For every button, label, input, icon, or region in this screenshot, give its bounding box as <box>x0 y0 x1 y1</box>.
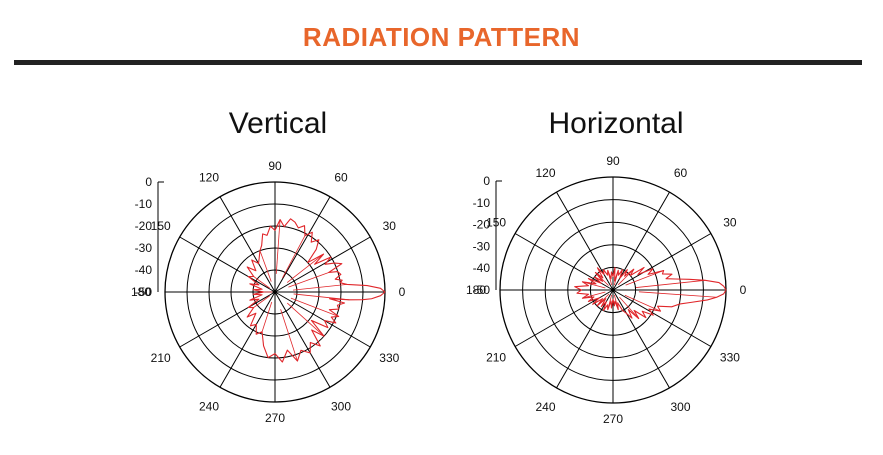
page-title: RADIATION PATTERN <box>302 22 581 52</box>
radial-tick-label: -30 <box>135 241 153 255</box>
angle-tick-label: 240 <box>199 399 219 413</box>
angle-tick-label: 270 <box>603 412 623 426</box>
radial-tick-label: -50 <box>135 285 153 299</box>
trace-spike <box>596 293 610 307</box>
radial-tick-label: -10 <box>473 196 491 210</box>
radial-tick-label: 0 <box>145 175 152 189</box>
trace-spike <box>595 272 609 286</box>
angle-tick-label: 300 <box>331 399 351 413</box>
angle-tick-label: 60 <box>674 166 688 180</box>
angle-tick-label: 300 <box>670 400 690 414</box>
grid-spoke <box>556 191 614 291</box>
trace-spike <box>280 309 298 362</box>
radial-tick-label: -40 <box>473 261 491 275</box>
radial-tick-label: -50 <box>473 283 491 297</box>
trace-spike <box>253 276 270 289</box>
angle-tick-label: 30 <box>383 219 397 233</box>
angle-tick-label: 210 <box>151 351 171 365</box>
header-divider <box>14 60 862 65</box>
trace-spike <box>619 296 640 319</box>
grid-spoke <box>274 236 371 293</box>
angle-tick-label: 210 <box>486 351 506 365</box>
grid-spoke <box>514 233 614 291</box>
grid-spoke <box>612 191 670 291</box>
angle-tick-label: 0 <box>399 285 406 299</box>
trace-spike <box>253 295 270 308</box>
grid-spoke <box>179 236 276 293</box>
trace-spike <box>635 279 706 288</box>
angle-tick-label: 150 <box>151 219 171 233</box>
grid-spoke <box>612 233 712 291</box>
angle-tick-label: 330 <box>379 351 399 365</box>
polar-chart-vertical: Vertical 0 30 60 90 120 150 180 210 240 270 300 330 0… <box>131 107 406 425</box>
grid-spoke <box>612 289 670 389</box>
trace-spike <box>288 272 329 288</box>
angle-tick-label: 30 <box>723 216 737 230</box>
grid-spoke <box>556 289 614 389</box>
trace-spike <box>290 297 339 317</box>
angle-tick-label: 0 <box>740 283 747 297</box>
trace-spike <box>286 253 324 283</box>
trace-spike <box>625 270 664 286</box>
radial-tick-label: -20 <box>135 219 153 233</box>
grid-spoke <box>274 291 331 388</box>
angle-tick-label: 180 <box>466 283 486 297</box>
radial-tick-label: -30 <box>473 239 491 253</box>
trace-spike <box>582 281 606 289</box>
trace-spike <box>617 268 635 286</box>
grid-spoke <box>274 291 371 348</box>
angle-tick-label: 90 <box>268 159 282 173</box>
angle-tick-label: 60 <box>334 171 348 185</box>
trace-spike <box>613 294 619 310</box>
chart-title: Horizontal <box>548 107 683 140</box>
trace-spike <box>607 270 613 286</box>
grid-spoke <box>219 291 276 388</box>
trace-spike <box>282 235 306 279</box>
grid-spoke <box>612 289 712 347</box>
angle-tick-label: 90 <box>606 154 620 168</box>
radiation-trace <box>246 218 386 363</box>
grid-spoke <box>179 291 276 348</box>
trace-spike <box>293 293 350 301</box>
angle-tick-label: 240 <box>535 400 555 414</box>
angle-tick-label: 120 <box>535 166 555 180</box>
trace-spike <box>638 291 717 298</box>
trace-spike <box>259 250 272 282</box>
radial-tick-label: -10 <box>135 197 153 211</box>
trace-spike <box>275 219 281 274</box>
angle-tick-label: 270 <box>265 411 285 425</box>
trace-spike <box>286 302 325 337</box>
trace-spike <box>613 270 619 286</box>
grid-spoke <box>514 289 614 347</box>
grid-spoke <box>274 196 331 293</box>
trace-spike <box>624 294 661 312</box>
angle-tick-label: 120 <box>199 171 219 185</box>
radial-tick-label: -40 <box>135 263 153 277</box>
trace-spike <box>582 291 606 299</box>
trace-spike <box>261 301 273 332</box>
chart-title: Vertical <box>229 107 327 140</box>
polar-chart-horizontal: Horizontal030609012015018021024027030033… <box>466 107 747 426</box>
trace-spike <box>607 294 613 310</box>
radial-tick-label: -20 <box>473 218 491 232</box>
grid-spoke <box>219 196 276 293</box>
radial-tick-label: 0 <box>483 174 490 188</box>
angle-tick-label: 180 <box>131 285 151 299</box>
angle-tick-label: 330 <box>720 351 740 365</box>
trace-spike <box>293 284 348 291</box>
